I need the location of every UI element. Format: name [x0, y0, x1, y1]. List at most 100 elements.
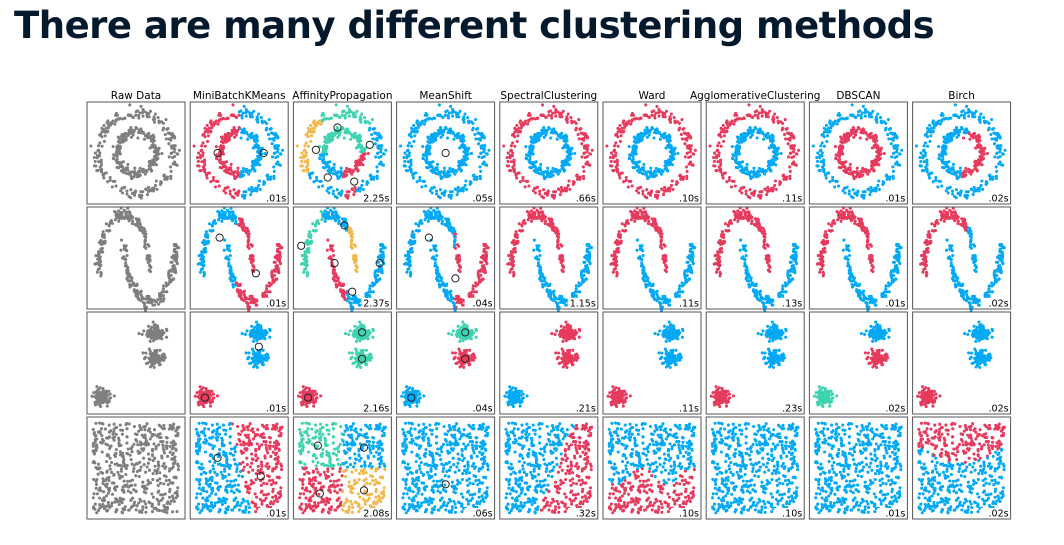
data-point [320, 184, 325, 188]
data-point [121, 165, 125, 169]
data-point [638, 136, 642, 141]
data-point [998, 160, 1002, 164]
data-point [928, 123, 932, 127]
data-point [647, 133, 651, 137]
data-point [299, 262, 303, 266]
data-point [841, 189, 845, 193]
data-point [467, 146, 471, 150]
data-point [136, 294, 140, 298]
data-point [833, 144, 838, 149]
data-point [100, 144, 104, 148]
data-point [628, 153, 632, 157]
data-point [332, 268, 337, 272]
data-point [147, 268, 151, 272]
data-point [246, 137, 250, 141]
data-point [729, 121, 733, 125]
data-point [629, 122, 633, 126]
data-point [866, 187, 870, 191]
data-point [859, 130, 864, 134]
data-point [174, 257, 179, 261]
data-point [201, 240, 205, 244]
data-point [937, 153, 941, 157]
data-point [197, 151, 201, 155]
data-point [565, 118, 569, 122]
data-point [300, 151, 304, 155]
data-point [540, 194, 544, 199]
data-point [318, 157, 322, 161]
data-point [424, 184, 428, 188]
data-point [670, 163, 675, 167]
data-point [204, 246, 208, 250]
data-point [639, 132, 643, 136]
data-point [148, 166, 153, 171]
data-point [449, 193, 454, 198]
data-point [406, 160, 410, 164]
data-point [667, 139, 671, 143]
data-point [147, 185, 151, 189]
data-point [949, 132, 953, 136]
data-point [887, 127, 891, 131]
data-point [146, 260, 150, 264]
data-point [588, 152, 593, 156]
data-point [895, 154, 899, 159]
data-point [204, 234, 208, 238]
data-point [405, 154, 409, 158]
data-point [98, 151, 102, 155]
data-point [96, 169, 100, 173]
data-point [160, 120, 164, 124]
data-point [343, 297, 347, 301]
data-point [148, 146, 152, 150]
data-point [371, 127, 375, 131]
data-point [457, 164, 462, 168]
data-point [841, 165, 845, 169]
data-point [967, 131, 971, 136]
data-point [538, 192, 542, 196]
data-point [315, 175, 319, 180]
data-point [877, 179, 881, 183]
data-point [132, 130, 136, 134]
data-point [412, 139, 416, 143]
data-point [99, 263, 103, 267]
data-point [689, 154, 693, 159]
data-point [224, 256, 228, 260]
data-point [588, 163, 592, 167]
data-point [200, 144, 204, 148]
data-point [582, 132, 586, 136]
data-point [432, 170, 436, 174]
data-point [732, 122, 736, 126]
data-point [627, 144, 631, 149]
data-point [229, 275, 233, 279]
data-point [824, 123, 828, 127]
data-point [269, 175, 273, 179]
data-point [205, 176, 209, 180]
data-point [226, 185, 230, 189]
cluster-center-marker [365, 140, 374, 149]
data-point [328, 136, 332, 141]
data-point [248, 134, 252, 138]
data-point [736, 117, 740, 121]
data-point [959, 113, 963, 117]
data-point [683, 155, 687, 159]
data-point [539, 162, 543, 166]
data-point [530, 150, 534, 154]
data-point [305, 274, 309, 278]
data-point [99, 160, 103, 164]
data-point [328, 244, 333, 248]
data-point [203, 168, 207, 172]
data-point [300, 254, 304, 258]
data-point [164, 117, 168, 122]
data-point [964, 190, 968, 194]
data-point [119, 248, 123, 252]
data-point [321, 113, 325, 117]
data-point [427, 150, 431, 154]
data-point [223, 211, 227, 216]
data-point [780, 128, 784, 132]
data-point [731, 157, 735, 161]
data-point [115, 154, 119, 159]
data-point [96, 154, 100, 158]
data-point [362, 153, 366, 157]
data-point [555, 137, 559, 141]
data-point [99, 132, 103, 137]
data-point [758, 190, 762, 194]
data-point [645, 127, 649, 132]
